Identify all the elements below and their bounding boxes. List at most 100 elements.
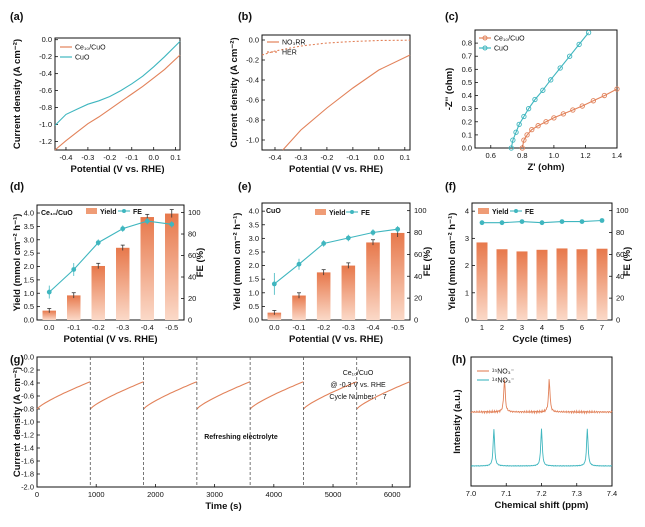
panel-label: (e)	[238, 181, 252, 193]
x-tick-label: 1.2	[580, 151, 590, 160]
yield-bar	[366, 242, 380, 320]
y2-tick-label: 60	[414, 250, 422, 259]
x-tick-label: 0.0	[148, 153, 158, 162]
y-tick-label: 2.0	[24, 262, 34, 271]
data-point	[513, 129, 519, 135]
panel-e-yield-fe-cuo: (e) 0.0 -0.1 -0.2 -0.3 -0.4 -0.5 0.0 0.5 1.0 1.5 2.…	[232, 181, 433, 345]
x-tick-label: -0.2	[317, 323, 330, 332]
panel-d-yield-fe-ce-cuo: (d) 0.0 -0.1 -0.2 -0.3 -0.4 -0.5 0.0 0.5 1.0 1.5 2.…	[10, 181, 206, 345]
legend-marker	[514, 209, 518, 213]
y-tick-label: -0.6	[21, 392, 34, 401]
legend-marker	[350, 210, 354, 214]
fe-line	[48, 220, 172, 293]
x-tick-label: 1000	[88, 490, 105, 499]
legend-label: Ce₁₀/CuO	[494, 36, 525, 43]
yield-bar	[496, 249, 508, 320]
y-tick-label: 0.0	[249, 316, 259, 325]
x-tick-label: 7.1	[501, 489, 511, 498]
fe-point	[519, 219, 525, 224]
fe-point	[479, 220, 485, 226]
yield-bar	[165, 213, 179, 320]
fe-point	[321, 241, 327, 246]
legend-label: ¹⁴NO₃⁻	[492, 378, 515, 385]
y2-tick-label: 40	[616, 272, 624, 281]
fe-point	[370, 230, 376, 235]
series-line	[521, 88, 618, 149]
y-tick-label: -0.4	[39, 69, 52, 78]
x-tick-label: 0.6	[486, 151, 496, 160]
y-tick-label: -1.6	[21, 457, 34, 466]
y-tick-label: -2.0	[21, 483, 34, 492]
current-trace	[356, 381, 411, 410]
y-tick-label: 0.6	[462, 65, 472, 74]
cycle-count-label: Cycle Number： 7	[329, 394, 386, 401]
fe-point	[499, 220, 505, 226]
data-point	[510, 137, 516, 143]
data-point	[557, 65, 563, 71]
y-tick-label: -1.0	[21, 418, 34, 427]
y-tick-label: -1.0	[39, 120, 52, 129]
yield-bar	[516, 251, 528, 320]
legend-label: Yield	[329, 210, 345, 217]
sample-label: CuO	[266, 208, 281, 215]
y2-tick-label: 60	[616, 250, 624, 259]
y-tick-label: 1.5	[24, 275, 34, 284]
data-point	[576, 41, 582, 48]
x-tick-label: 4000	[265, 490, 282, 499]
plot-frame	[36, 204, 185, 321]
fe-point	[559, 219, 565, 224]
current-trace	[196, 381, 251, 410]
data-point	[540, 87, 546, 93]
panel-label: (f)	[445, 181, 456, 193]
x-tick-label: 0.0	[374, 153, 384, 162]
x-tick-label: -0.3	[342, 323, 355, 332]
yield-bar	[140, 217, 154, 320]
y2-axis-label: FE (%)	[195, 248, 206, 278]
x-tick-label: -0.2	[320, 153, 333, 162]
x-tick-label: 6	[580, 323, 584, 332]
x-tick-label: 1.4	[612, 151, 622, 160]
y-tick-label: 4.0	[249, 207, 259, 216]
panel-label: (h)	[452, 354, 466, 366]
panel-b-nitrate-vs-her: (b) -0.4 -0.3 -0.2 -0.1 0.0 0.1 -1.0 -0.8 -0.6 -0.…	[229, 11, 411, 175]
x-tick-label: -0.1	[67, 323, 80, 332]
y-tick-label: 0.0	[24, 353, 34, 362]
data-point	[567, 53, 573, 59]
x-tick-label: 1.0	[549, 151, 559, 160]
y-axis-label: Current density (A cm⁻²)	[12, 367, 23, 477]
y-tick-label: -0.8	[21, 405, 34, 414]
x-axis-label: Time (s)	[205, 501, 241, 512]
data-point	[521, 137, 527, 143]
yield-bar	[316, 272, 331, 320]
series-line	[282, 54, 411, 151]
y-tick-label: -0.4	[246, 76, 259, 85]
x-tick-label: 2000	[147, 490, 164, 499]
panel-label: (a)	[10, 11, 24, 23]
y-tick-label: -1.8	[21, 470, 34, 479]
current-trace	[143, 381, 198, 410]
panel-h-nmr-spectra: (h) 7.0 7.1 7.2 7.3 7.4 ¹⁵NO₃⁻ ¹⁴NO₃⁻ Chemical s…	[452, 354, 617, 511]
x-tick-label: 0	[35, 490, 39, 499]
legend-marker	[122, 209, 126, 213]
legend-label: FE	[525, 209, 534, 216]
data-point	[585, 29, 592, 36]
x-tick-label: 7.3	[572, 489, 582, 498]
data-point	[551, 115, 557, 121]
y-tick-label: 1.5	[249, 275, 259, 284]
y-tick-label: 1	[465, 288, 469, 297]
sample-label: Ce₁₀/CuO	[41, 210, 73, 217]
current-trace	[36, 381, 91, 410]
x-axis-label: Z' (ohm)	[527, 162, 564, 173]
data-point	[524, 132, 530, 138]
legend-marker	[482, 35, 488, 41]
yield-bar	[596, 248, 608, 320]
sample-label: Ce₁₀/CuO	[343, 370, 374, 377]
x-axis-label: Cycle (times)	[512, 334, 571, 345]
potential-label: @ -0.3 V vs. RHE	[330, 382, 386, 389]
yield-bar	[476, 242, 488, 320]
panel-a-voltammetry: (a) -0.4 -0.3 -0.2 -0.1 0.0 0.1 -1.2 -1.0 -0.8 -0.…	[10, 11, 181, 175]
y-tick-label: -1.0	[246, 136, 259, 145]
y2-tick-label: 20	[188, 294, 196, 303]
x-tick-label: 1	[480, 323, 484, 332]
y-tick-label: 3.5	[24, 222, 34, 231]
